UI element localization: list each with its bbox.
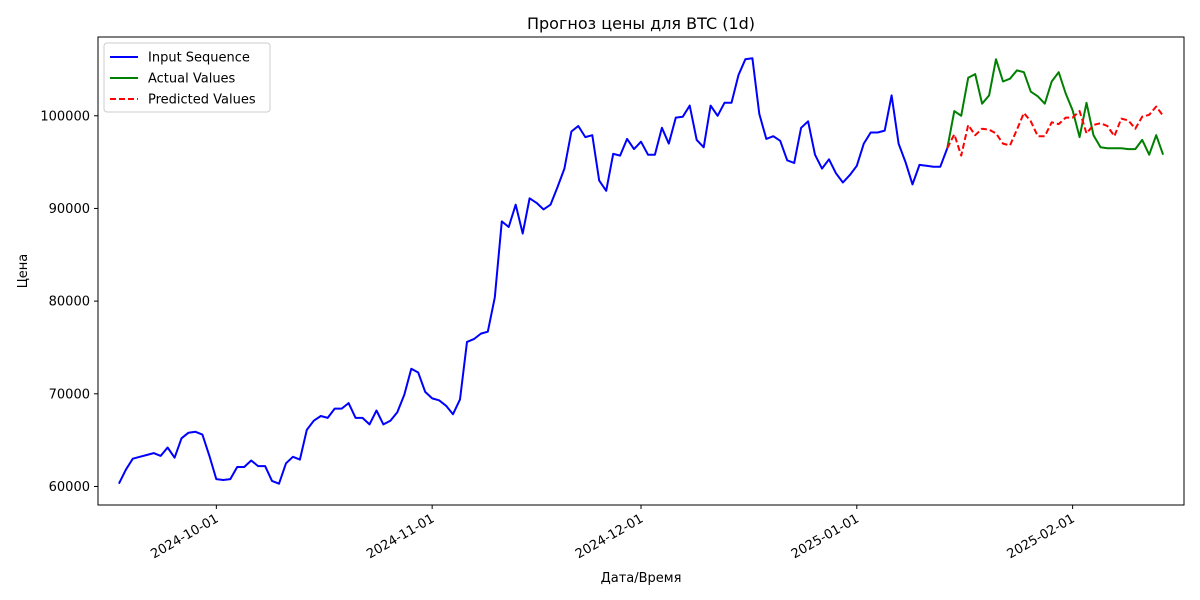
legend-label-actual-values: Actual Values: [148, 72, 236, 87]
series-line-actual-values: [946, 58, 1165, 156]
y-tick-label: 90000: [49, 202, 90, 217]
y-tick-label: 60000: [49, 480, 90, 495]
y-axis-label: Цена: [16, 254, 31, 289]
series-layer: [118, 57, 1165, 485]
y-axis: 60000 70000 80000 90000 100000: [40, 109, 98, 495]
legend: Input Sequence Actual Values Predicted Val…: [103, 42, 271, 113]
series-line-input-sequence: [118, 57, 949, 485]
y-tick-label: 80000: [49, 295, 90, 310]
legend-label-predicted-values: Predicted Values: [148, 93, 256, 108]
y-tick-label: 70000: [49, 387, 90, 402]
y-tick-label: 100000: [40, 109, 90, 124]
x-axis-label: Дата/Время: [601, 571, 682, 586]
chart-title: Прогноз цены для BTC (1d): [527, 14, 755, 33]
legend-frame: [103, 42, 271, 113]
legend-items: Input Sequence Actual Values Predicted Val…: [110, 51, 256, 108]
series-line-predicted-values: [946, 105, 1164, 157]
legend-label-input-sequence: Input Sequence: [148, 51, 250, 66]
